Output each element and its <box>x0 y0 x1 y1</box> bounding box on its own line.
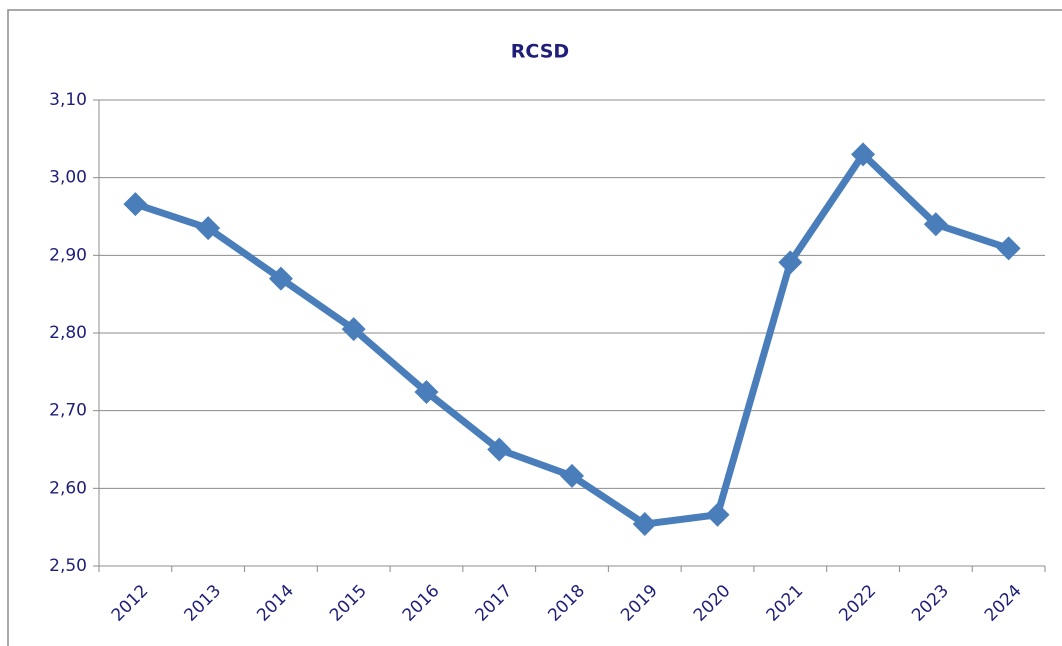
chart-title: RCSD <box>511 41 569 63</box>
y-tick-label: 2,60 <box>49 478 87 498</box>
x-tick-label: 2023 <box>908 581 953 626</box>
x-tick-label: 2014 <box>253 581 298 626</box>
x-tick-label: 2019 <box>617 581 662 626</box>
data-point <box>414 380 439 405</box>
data-point <box>923 212 948 237</box>
x-tick-label: 2017 <box>472 581 517 626</box>
data-point <box>196 216 221 241</box>
y-tick-label: 2,70 <box>49 401 87 421</box>
x-tick-label: 2024 <box>981 581 1026 626</box>
y-tick-label: 3,10 <box>49 90 87 110</box>
x-tick-label: 2016 <box>399 581 444 626</box>
x-tick-label: 2012 <box>108 581 153 626</box>
y-tick-label: 2,90 <box>49 245 87 265</box>
y-tick-label: 2,50 <box>49 556 87 576</box>
x-tick-label: 2020 <box>690 581 735 626</box>
data-point <box>632 512 657 537</box>
data-point <box>487 437 512 462</box>
x-tick-label: 2015 <box>326 581 371 626</box>
data-point <box>996 236 1021 261</box>
data-point <box>851 142 876 167</box>
data-point <box>268 266 293 291</box>
x-tick-label: 2018 <box>544 581 589 626</box>
y-tick-label: 2,80 <box>49 323 87 343</box>
data-point <box>123 192 148 217</box>
data-point <box>560 463 584 488</box>
data-point <box>778 250 803 275</box>
data-point <box>341 317 366 342</box>
x-tick-label: 2013 <box>180 581 225 626</box>
y-tick-label: 3,00 <box>49 168 87 188</box>
data-point <box>705 502 730 527</box>
x-tick-label: 2021 <box>763 581 808 626</box>
chart-border <box>7 9 1062 646</box>
x-tick-label: 2022 <box>835 581 880 626</box>
